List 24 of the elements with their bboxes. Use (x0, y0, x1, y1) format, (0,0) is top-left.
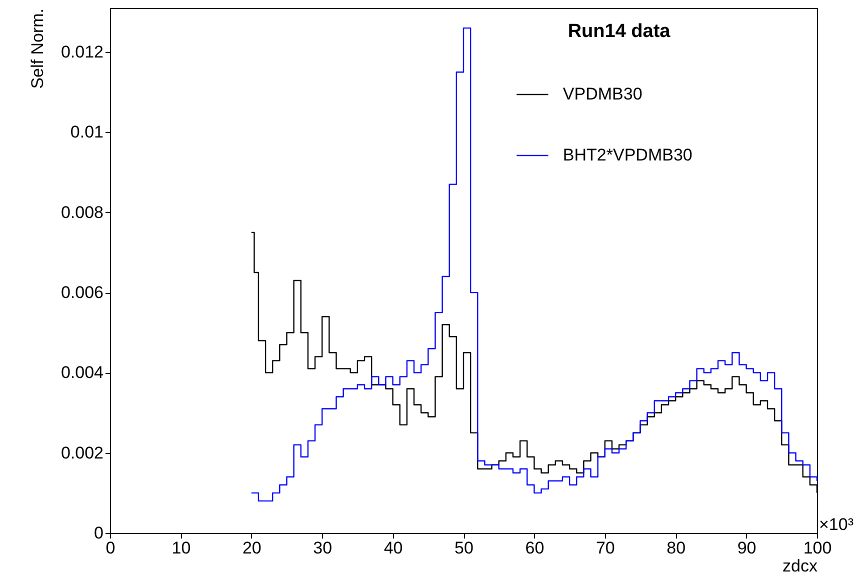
x-tick-label: 60 (525, 538, 544, 558)
x-tick-label: 80 (666, 538, 686, 558)
text: Run14 data (568, 21, 671, 42)
text: ×10³ (819, 515, 854, 534)
y-tick-label: 0.002 (60, 443, 104, 462)
x-tick-label: 0 (106, 538, 116, 558)
x-tick-label: 90 (737, 538, 756, 558)
y-tick-label: 0.012 (60, 42, 104, 62)
y-tick-label: 0.004 (60, 363, 104, 382)
x-tick-label: 70 (596, 538, 615, 558)
x-tick-label: 10 (172, 538, 191, 558)
x-tick-label: 100 (803, 538, 832, 558)
y-tick-label: 0 (94, 524, 104, 542)
x-tick-label: 50 (454, 538, 474, 558)
y-tick-label: 0.01 (70, 122, 104, 142)
y-axis-title: Self Norm. (28, 8, 47, 89)
x-tick-label: 20 (242, 538, 262, 558)
x-tick-label: 30 (313, 538, 332, 558)
x-axis-title: zdcx (782, 556, 818, 576)
legend-label: BHT2*VPDMB30 (562, 146, 692, 164)
y-tick-label: 0.008 (60, 202, 104, 222)
y-tick-label: 0.006 (60, 283, 104, 302)
legend-label: VPDMB30 (562, 84, 642, 104)
x-tick-label: 40 (384, 538, 403, 558)
